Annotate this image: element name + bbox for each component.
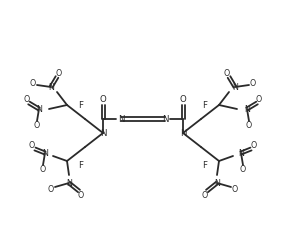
Text: N: N xyxy=(238,149,244,158)
Text: O: O xyxy=(78,192,84,200)
Text: O: O xyxy=(240,164,246,174)
Text: O: O xyxy=(250,79,256,88)
Text: F: F xyxy=(78,160,84,169)
Text: O: O xyxy=(48,184,54,193)
Text: O: O xyxy=(232,184,238,193)
Text: N: N xyxy=(66,178,72,188)
Text: O: O xyxy=(56,69,62,78)
Text: F: F xyxy=(202,160,208,169)
Text: N: N xyxy=(162,114,168,124)
Text: N: N xyxy=(180,129,186,138)
Text: O: O xyxy=(246,120,252,129)
Text: O: O xyxy=(29,140,35,149)
Text: N: N xyxy=(232,83,238,91)
Text: O: O xyxy=(40,164,46,174)
Text: O: O xyxy=(180,95,186,104)
Text: N: N xyxy=(42,149,48,158)
Text: O: O xyxy=(24,94,30,104)
Text: F: F xyxy=(202,100,208,109)
Text: O: O xyxy=(224,69,230,78)
Text: N: N xyxy=(214,178,220,188)
Text: O: O xyxy=(30,79,36,88)
Text: N: N xyxy=(118,114,124,124)
Text: N: N xyxy=(100,129,106,138)
Text: O: O xyxy=(34,120,40,129)
Text: N: N xyxy=(48,83,54,91)
Text: O: O xyxy=(100,95,106,104)
Text: N: N xyxy=(36,104,42,114)
Text: O: O xyxy=(256,94,262,104)
Text: O: O xyxy=(251,140,257,149)
Text: N: N xyxy=(244,104,250,114)
Text: F: F xyxy=(78,100,84,109)
Text: O: O xyxy=(202,192,208,200)
